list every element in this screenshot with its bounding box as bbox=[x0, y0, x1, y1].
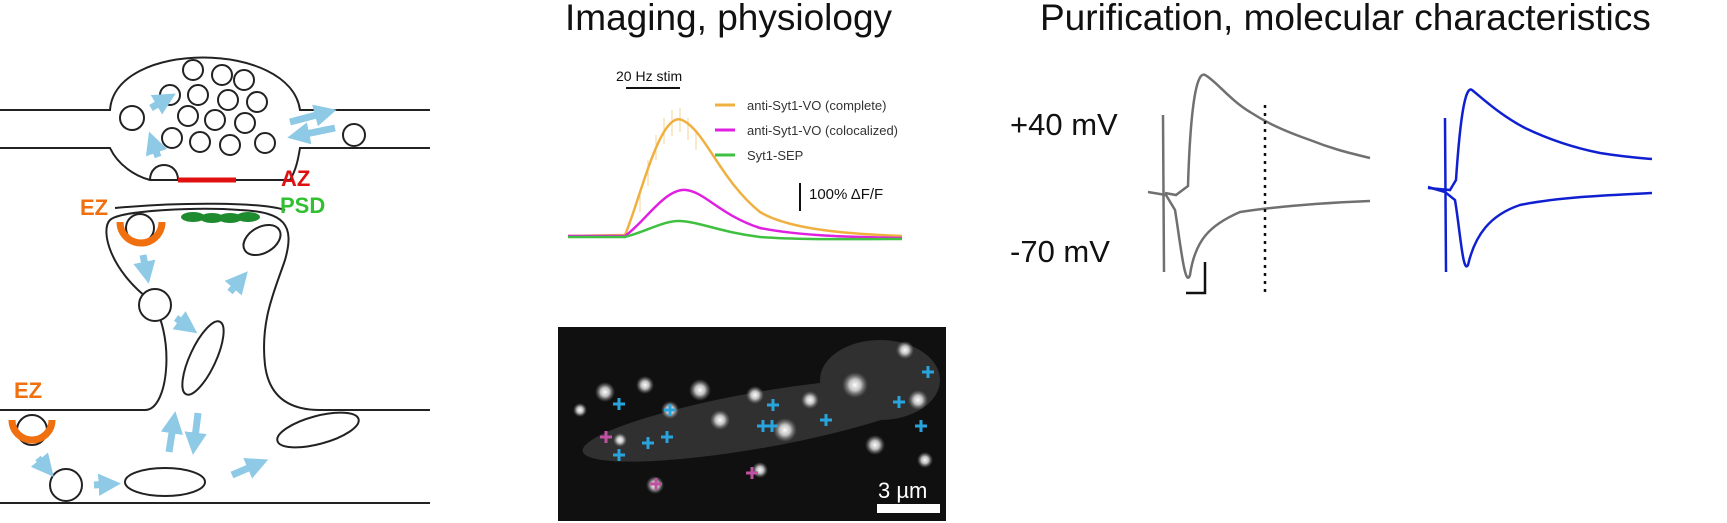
spine-head-top bbox=[114, 202, 286, 211]
ephys-scale-bar bbox=[1186, 262, 1207, 295]
trace-syt1-sep bbox=[568, 219, 903, 241]
voltage-label-positive: +40 mV bbox=[1010, 107, 1118, 142]
blue-traces bbox=[1427, 88, 1653, 273]
micrograph: 3 µm bbox=[558, 327, 946, 521]
title-imaging: Imaging, physiology bbox=[565, 0, 893, 38]
fluorescence-plot: 20 Hz stim 100% ΔF/F anti-Syt1-VO (compl… bbox=[567, 68, 903, 241]
micrograph-scale-bar bbox=[877, 504, 940, 513]
gray-trace-neg bbox=[1147, 190, 1371, 279]
trafficking-arrows bbox=[30, 93, 337, 496]
title-purification: Purification, molecular characteristics bbox=[1040, 0, 1651, 38]
trace-complete bbox=[567, 118, 903, 238]
endocytic-zone-bottom bbox=[8, 419, 56, 444]
psd-density bbox=[181, 212, 260, 223]
ephys-panel: +40 mV -70 mV bbox=[1010, 73, 1653, 296]
blue-stim-artifact bbox=[1443, 117, 1448, 273]
stim-label: 20 Hz stim bbox=[616, 68, 682, 84]
presynaptic-outline-top bbox=[0, 56, 430, 111]
label-psd: PSD bbox=[280, 193, 325, 218]
bouton-pit bbox=[149, 164, 179, 181]
label-az: AZ bbox=[281, 166, 310, 191]
label-ez-top: EZ bbox=[80, 195, 108, 220]
markers-blue bbox=[613, 366, 934, 461]
label-ez-bottom: EZ bbox=[14, 378, 42, 403]
endocytic-zone-top bbox=[116, 221, 166, 247]
blue-trace-pos bbox=[1427, 88, 1653, 192]
diagram-labels: AZ PSD EZ EZ bbox=[14, 166, 325, 403]
markers-magenta bbox=[600, 431, 758, 490]
voltage-label-negative: -70 mV bbox=[1010, 234, 1110, 269]
gray-stim-artifact bbox=[1161, 114, 1166, 273]
micrograph-scale-label: 3 µm bbox=[878, 478, 927, 503]
gray-trace-pos bbox=[1164, 73, 1371, 197]
legend-label-sep: Syt1-SEP bbox=[747, 148, 803, 163]
df-scale-label: 100% ΔF/F bbox=[809, 186, 883, 203]
trace-colocalized bbox=[568, 188, 903, 240]
legend-label-complete: anti-Syt1-VO (complete) bbox=[747, 98, 886, 113]
legend: anti-Syt1-VO (complete) anti-Syt1-VO (co… bbox=[715, 98, 898, 163]
dendrite-outline-top bbox=[0, 207, 430, 411]
gray-traces bbox=[1147, 73, 1371, 279]
vesicles bbox=[16, 59, 366, 502]
legend-label-colocalized: anti-Syt1-VO (colocalized) bbox=[747, 123, 898, 138]
blue-trace-neg bbox=[1427, 185, 1653, 268]
presynaptic-outline-bottom bbox=[0, 147, 430, 181]
